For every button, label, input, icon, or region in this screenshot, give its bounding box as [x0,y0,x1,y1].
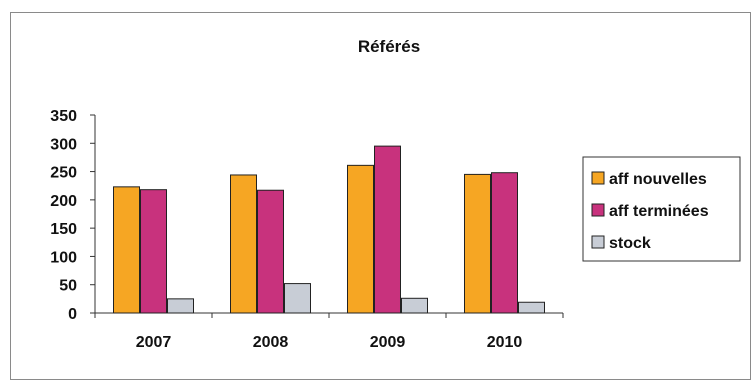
legend-box [582,156,741,262]
bar-stock-2010 [518,301,545,314]
chart-title: Référés [358,37,420,56]
bar-aff-terminées-2010 [491,172,518,314]
x-axis-ticks: 2007 2008 2009 2010 [94,313,564,351]
legend-swatch [591,235,605,249]
bar-aff-terminées-2009 [374,145,401,314]
bar-stock-2008 [284,283,311,314]
y-tick-label: 250 [50,165,77,182]
bar-aff-nouvelles-2010 [464,173,491,314]
y-tick-label: 50 [59,278,77,295]
x-tick-label: 2007 [136,334,172,351]
x-tick-label: 2010 [487,334,523,351]
y-tick-label: 200 [50,193,77,210]
y-tick-label: 150 [50,221,77,238]
legend-swatch [591,171,605,185]
bar-aff-nouvelles-2007 [113,186,140,314]
bar-aff-terminées-2008 [257,189,284,314]
bars [113,145,545,314]
bar-stock-2009 [401,297,428,314]
legend-label: stock [609,235,651,252]
y-axis-ticks: 0 50 100 150 200 250 300 350 [50,108,95,323]
legend-label: aff nouvelles [609,171,707,188]
y-tick-label: 0 [68,306,77,323]
x-tick-label: 2009 [370,334,406,351]
bar-aff-nouvelles-2008 [230,174,257,314]
y-tick-label: 100 [50,249,77,266]
bar-aff-terminées-2007 [140,189,167,314]
legend-label: aff terminées [609,203,709,220]
y-tick-label: 300 [50,136,77,153]
legend: aff nouvelles aff terminées stock [582,156,741,262]
legend-swatch [591,203,605,217]
y-tick-label: 350 [50,108,77,125]
x-tick-label: 2008 [253,334,289,351]
bar-aff-nouvelles-2009 [347,164,374,314]
bar-stock-2007 [167,298,194,314]
